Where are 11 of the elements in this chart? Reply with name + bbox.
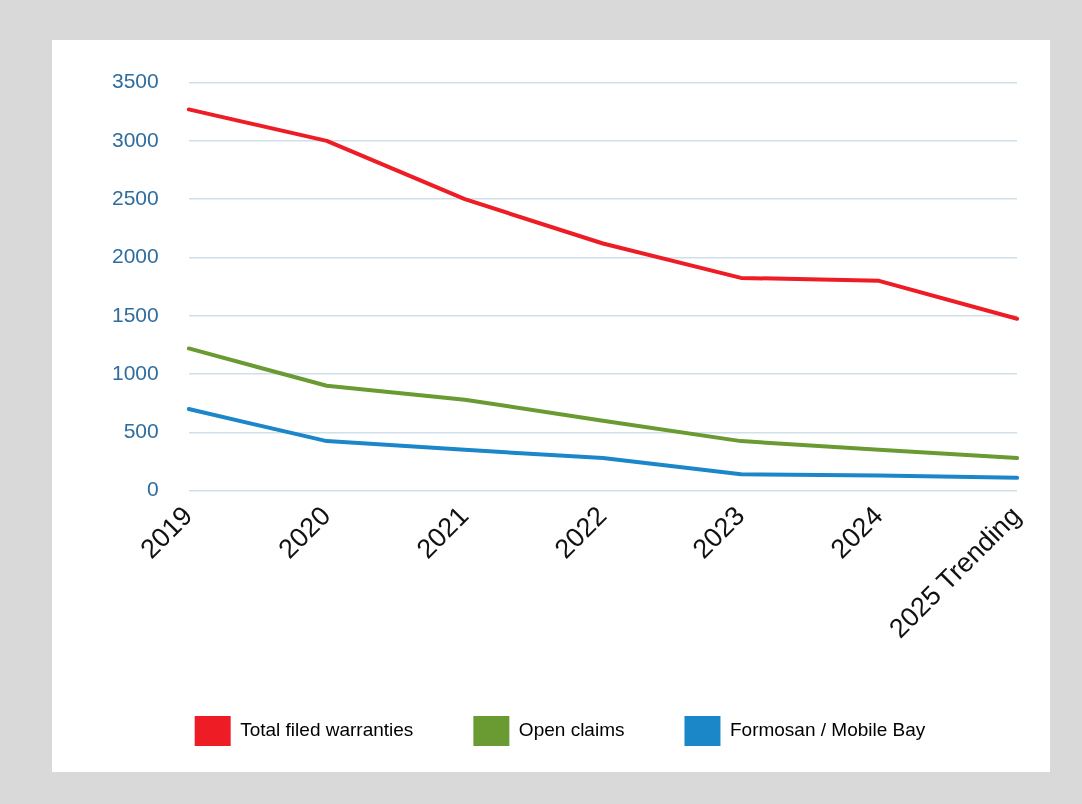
y-tick-label: 3000 xyxy=(112,127,159,151)
y-tick-label: 3500 xyxy=(112,69,159,93)
legend-label: Total filed warranties xyxy=(240,719,414,741)
y-tick-label: 1500 xyxy=(112,302,159,326)
y-tick-label: 500 xyxy=(123,419,159,443)
legend-label: Formosan / Mobile Bay xyxy=(729,719,926,741)
legend-label: Open claims xyxy=(518,719,625,741)
y-tick-label: 2500 xyxy=(112,185,159,209)
y-tick-label: 2000 xyxy=(112,244,159,268)
y-tick-label: 1000 xyxy=(112,360,159,384)
y-tick-label: 0 xyxy=(147,477,159,501)
